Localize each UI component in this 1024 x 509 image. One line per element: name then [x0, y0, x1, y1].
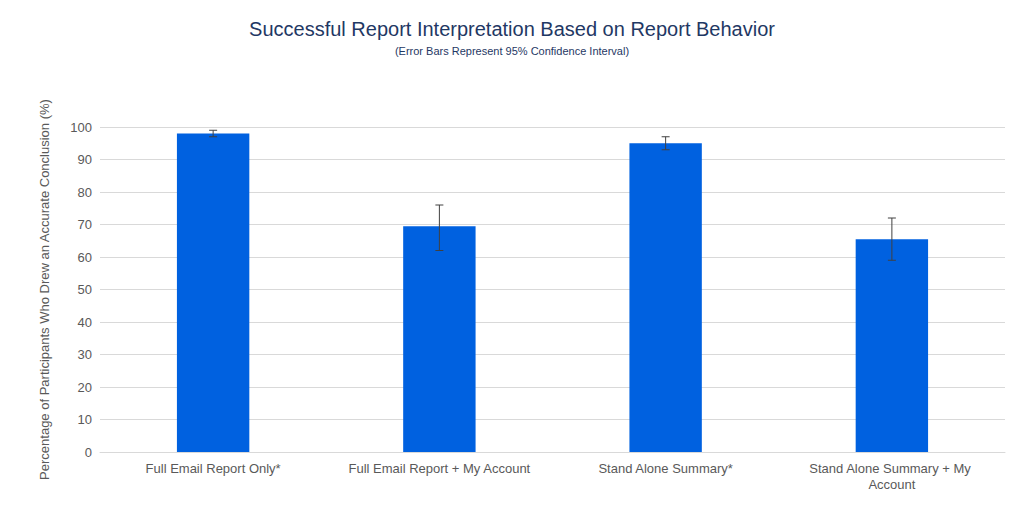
svg-text:90: 90 [78, 152, 92, 167]
svg-text:50: 50 [78, 282, 92, 297]
svg-text:0: 0 [85, 445, 92, 460]
svg-text:Full Email Report + My Account: Full Email Report + My Account [349, 461, 531, 476]
svg-text:Successful Report Interpretati: Successful Report Interpretation Based o… [249, 18, 775, 40]
svg-text:30: 30 [78, 347, 92, 362]
svg-text:Stand Alone Summary*: Stand Alone Summary* [598, 461, 732, 476]
svg-text:Percentage of Participants Who: Percentage of Participants Who Drew an A… [37, 99, 52, 480]
svg-text:40: 40 [78, 315, 92, 330]
svg-text:10: 10 [78, 412, 92, 427]
svg-text:Account: Account [868, 477, 915, 492]
svg-text:60: 60 [78, 250, 92, 265]
svg-text:100: 100 [70, 120, 92, 135]
svg-text:(Error Bars Represent 95% Conf: (Error Bars Represent 95% Confidence Int… [395, 45, 629, 57]
svg-text:Full Email Report Only*: Full Email Report Only* [146, 461, 281, 476]
svg-text:80: 80 [78, 185, 92, 200]
svg-text:20: 20 [78, 380, 92, 395]
svg-text:70: 70 [78, 217, 92, 232]
svg-text:Stand Alone Summary + My: Stand Alone Summary + My [809, 461, 974, 476]
